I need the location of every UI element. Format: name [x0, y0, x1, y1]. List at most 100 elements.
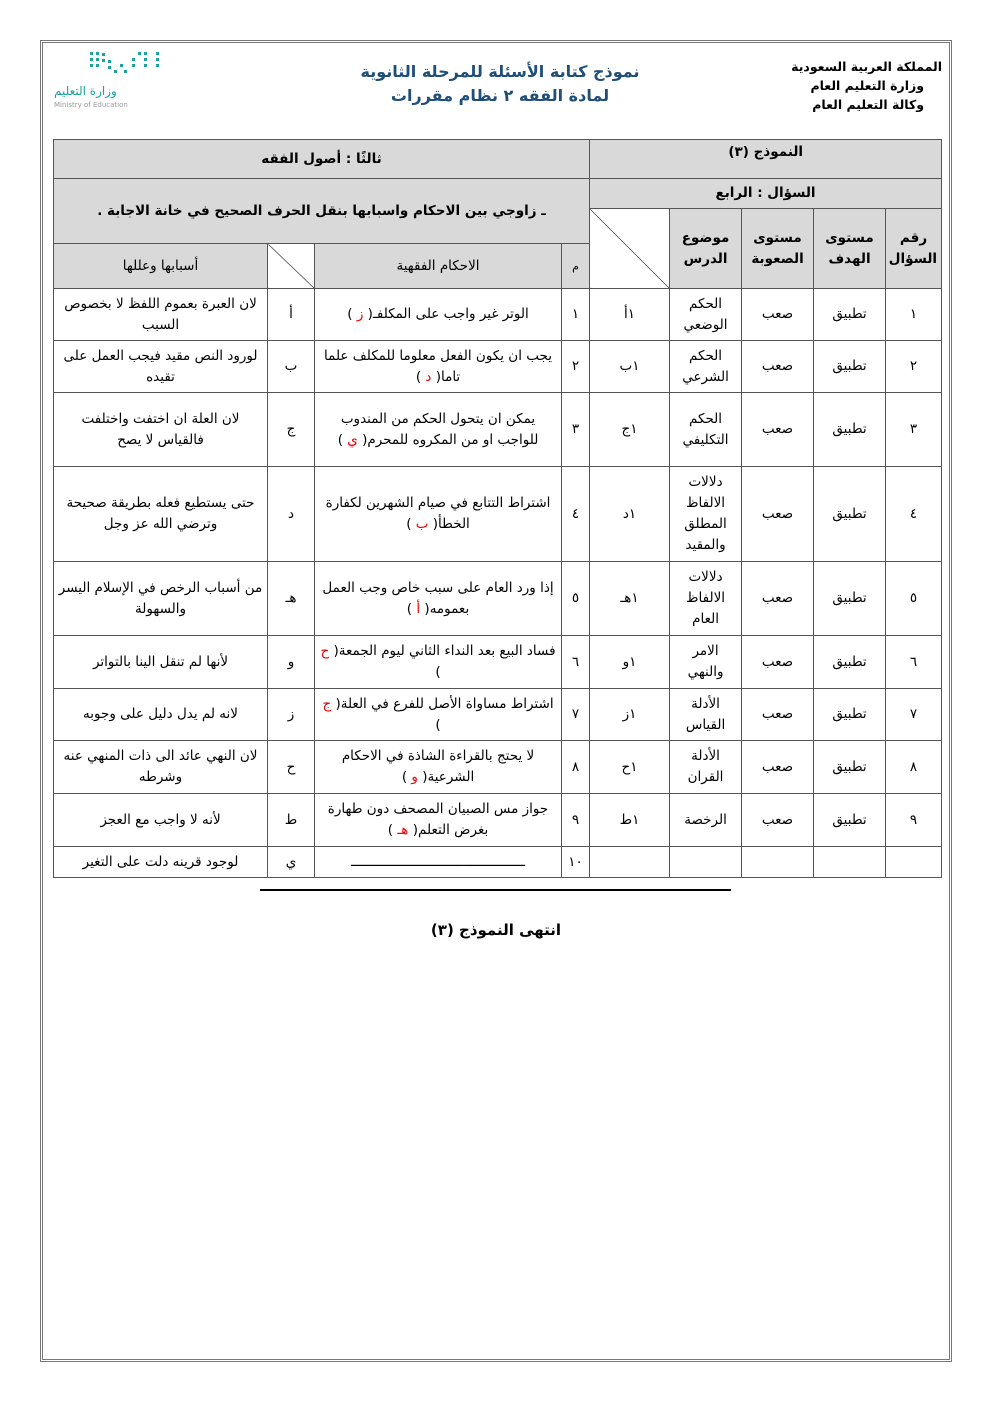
answer-key-cell: ١و — [589, 635, 671, 689]
ruling-text: فساد البيع بعد النداء الثاني ليوم الجمعة — [338, 643, 556, 659]
ruling-text: إذا ورد العام على سبب خاص وجب العمل بعمو… — [322, 579, 554, 617]
goal-level-cell: تطبيق — [813, 688, 887, 741]
answer-key-cell: ١أ — [589, 288, 671, 341]
index-cell: ٦ — [561, 635, 591, 689]
answer-letter[interactable]: ي — [347, 431, 358, 448]
lesson-topic-cell — [669, 846, 743, 878]
lesson-topic-cell: الأدلة القران — [669, 740, 743, 794]
answer-letter[interactable]: ز — [356, 306, 364, 322]
header-reasons: أسبابها وعللها — [52, 243, 269, 289]
goal-level-cell: تطبيق — [813, 340, 887, 393]
question-number-cell: ١ — [885, 288, 943, 341]
lesson-topic-cell: دلالات الالفاظ المطلق والمقيد — [669, 466, 743, 562]
answer-letter[interactable]: ج — [322, 695, 332, 712]
ruling-text: يمكن ان يتحول الحكم من المندوب للواجب او… — [340, 410, 539, 448]
lesson-topic-cell: الأدلة القياس — [669, 688, 743, 741]
ruling-text: لا يحتج بالقراءة الشاذة في الاحكام الشرع… — [341, 748, 535, 785]
index-cell: ٣ — [561, 392, 591, 467]
index-cell: ٨ — [561, 740, 591, 794]
goal-level-cell: تطبيق — [813, 561, 887, 636]
reason-letter-cell: ح — [267, 740, 316, 794]
goal-level-cell: تطبيق — [813, 466, 887, 562]
index-cell: ٥ — [561, 561, 591, 636]
answer-key-cell: ١ح — [589, 740, 671, 794]
goal-level-cell: تطبيق — [813, 392, 887, 467]
table-row: ٤ تطبيق صعب دلالات الالفاظ المطلق والمقيد ١د… — [52, 466, 943, 562]
answer-letter[interactable]: و — [411, 769, 418, 785]
difficulty-cell: صعب — [741, 288, 815, 341]
answer-letter[interactable]: د — [425, 368, 432, 385]
lesson-topic-cell: الرخصة — [669, 793, 743, 847]
org-line: وكالة التعليم العام — [812, 97, 924, 112]
goal-level-cell — [813, 846, 887, 878]
difficulty-cell: صعب — [741, 635, 815, 689]
ruling-text: جواز مس الصبيان المصحف دون طهارة بغرض ال… — [327, 801, 549, 838]
header-difficulty-level: مستوى الصعوبة — [741, 208, 815, 289]
difficulty-cell: صعب — [741, 688, 815, 741]
lesson-topic-cell: الحكم الشرعي — [669, 340, 743, 393]
reason-letter-cell: أ — [267, 288, 316, 341]
reason-cell: لأنها لم تنقل الينا بالتواتر — [52, 635, 269, 689]
difficulty-cell — [741, 846, 815, 878]
header-diagonal-cell — [267, 243, 316, 289]
answer-letter[interactable]: ح — [320, 643, 330, 659]
index-cell: ١٠ — [561, 846, 591, 878]
header-diagonal-cell — [589, 208, 671, 289]
goal-level-cell: تطبيق — [813, 288, 887, 341]
end-of-model-text: انتهى النموذج (٣) — [430, 921, 562, 939]
org-line: المملكة العربية السعودية — [791, 59, 942, 74]
ruling-text: ــــــــــــــــــــــــــــــــــــــــ… — [351, 853, 526, 870]
table-row: ٧ تطبيق صعب الأدلة القياس ١ز ٧ اشتراط مساواة ا… — [52, 688, 943, 741]
answer-key-cell: ١ط — [589, 793, 671, 847]
table-row: ١٠ ــــــــــــــــــــــــــــــــــــــ… — [52, 846, 943, 878]
lesson-topic-cell: دلالات الالفاظ العام — [669, 561, 743, 636]
reason-cell: لان العلة ان اختفت واختلفت فالقياس لا يص… — [52, 392, 269, 467]
question-number-cell: ٣ — [885, 392, 943, 467]
index-cell: ٤ — [561, 466, 591, 562]
reason-letter-cell: د — [267, 466, 316, 562]
question-label: السؤال : الرابع — [589, 178, 943, 209]
answer-key-cell — [589, 846, 671, 878]
index-cell: ٢ — [561, 340, 591, 393]
logo-text-arabic: وزارة التعليم — [54, 84, 117, 98]
document-title: نموذج كتابة الأسئلة للمرحلة الثانوية — [360, 62, 640, 81]
reason-cell: من أسباب الرخص في الإسلام اليسر والسهولة — [52, 561, 269, 636]
ruling-cell: إذا ورد العام على سبب خاص وجب العمل بعمو… — [314, 561, 563, 636]
ruling-cell: فساد البيع بعد النداء الثاني ليوم الجمعة… — [314, 635, 563, 689]
question-number-cell: ٢ — [885, 340, 943, 393]
reason-cell: لوجود قرينه دلت على التغير — [52, 846, 269, 878]
ruling-cell: لا يحتج بالقراءة الشاذة في الاحكام الشرع… — [314, 740, 563, 794]
ruling-cell: ــــــــــــــــــــــــــــــــــــــــ… — [314, 846, 563, 878]
logo-text-english: Ministry of Education — [54, 101, 128, 109]
table-row: ٩ تطبيق صعب الرخصة ١ط ٩ جواز مس الصبيان المصحف… — [52, 793, 943, 847]
answer-key-cell: ١ز — [589, 688, 671, 741]
ruling-cell: الوتر غير واجب على المكلفـ( ز ) — [314, 288, 563, 341]
question-number-cell: ٩ — [885, 793, 943, 847]
ruling-cell: اشتراط مساواة الأصل للفرع في العلة( ج ) — [314, 688, 563, 741]
ruling-text: اشتراط مساواة الأصل للفرع في العلة — [340, 695, 554, 712]
question-number-cell: ٧ — [885, 688, 943, 741]
reason-cell: لانه لم يدل دليل على وجوبه — [52, 688, 269, 741]
table-row: ٥ تطبيق صعب دلالات الالفاظ العام ١هـ ٥ إذا ورد… — [52, 561, 943, 636]
ruling-cell: اشتراط التتابع في صيام الشهرين لكفارة ال… — [314, 466, 563, 562]
goal-level-cell: تطبيق — [813, 793, 887, 847]
difficulty-cell: صعب — [741, 793, 815, 847]
section-label: ثالثًا : أصول الفقه — [52, 139, 591, 179]
answer-letter[interactable]: أ — [416, 600, 421, 617]
end-divider — [260, 889, 731, 891]
table-row: ٦ تطبيق صعب الامر والنهي ١و ٦ فساد البيع بعد ا… — [52, 635, 943, 689]
difficulty-cell: صعب — [741, 561, 815, 636]
answer-key-cell: ١ب — [589, 340, 671, 393]
org-line: وزارة التعليم العام — [810, 78, 924, 93]
reason-cell: حتى يستطيع فعله بطريقة صحيحة وترضي الله … — [52, 466, 269, 562]
organization-header: المملكة العربية السعودية وزارة التعليم ا… — [791, 57, 942, 114]
header-lesson-topic: موضوع الدرس — [669, 208, 743, 289]
answer-letter[interactable]: هـ — [397, 822, 409, 838]
answer-letter[interactable]: ب — [415, 516, 429, 532]
header-rulings: الاحكام الفقهية — [314, 243, 563, 289]
reason-letter-cell: و — [267, 635, 316, 689]
answer-key-cell: ١ج — [589, 392, 671, 467]
table-row: ٢ تطبيق صعب الحكم الشرعي ١ب ٢ يجب ان يكون الفع… — [52, 340, 943, 393]
index-cell: ١ — [561, 288, 591, 341]
model-label: النموذج (٣) — [589, 139, 943, 179]
